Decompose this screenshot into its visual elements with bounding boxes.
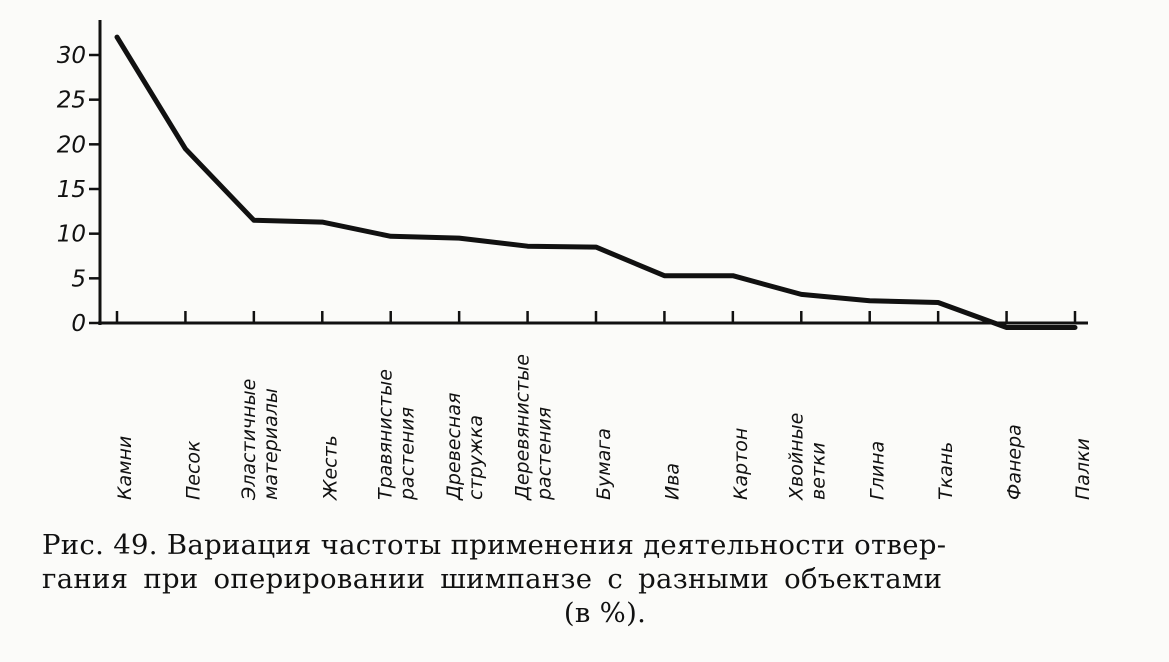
x-tick-label: Хвойные bbox=[785, 413, 807, 501]
line-chart: 0 5 10 15 20 25 30 Камни Песок Эластичные материа… bbox=[57, 20, 1094, 501]
x-tick-label: стружка bbox=[465, 415, 487, 500]
series-line bbox=[114, 34, 1078, 330]
x-tick-label: Эластичные bbox=[238, 379, 260, 501]
y-axis-ticks: 0 5 10 15 20 25 30 bbox=[57, 43, 100, 337]
x-tick-label: Фанера bbox=[1004, 424, 1026, 500]
x-tick-label: Палки bbox=[1072, 438, 1094, 500]
caption-line-3: (в %). bbox=[563, 597, 647, 629]
x-tick-label: Деревянистые bbox=[512, 354, 534, 501]
caption-line-2: гания при оперировании шимпанзе с разным… bbox=[42, 563, 943, 595]
x-tick-label: Ткань bbox=[935, 442, 957, 500]
y-tick-label: 30 bbox=[57, 43, 86, 69]
x-tick-label: ветки bbox=[807, 442, 829, 500]
x-tick-label: Картон bbox=[730, 428, 752, 500]
x-tick-label: материалы bbox=[260, 388, 282, 500]
x-tick-label: Травянистые bbox=[375, 369, 397, 500]
x-tick-label: растения bbox=[534, 407, 556, 501]
x-axis-ticks: Камни Песок Эластичные материалы Жесть Травян… bbox=[114, 311, 1094, 501]
y-tick-label: 25 bbox=[57, 88, 86, 114]
x-tick-label: Глина bbox=[867, 441, 889, 500]
y-tick-label: 15 bbox=[57, 177, 86, 203]
y-tick-label: 20 bbox=[57, 132, 86, 158]
y-tick-label: 5 bbox=[71, 266, 86, 292]
x-tick-label: Камни bbox=[114, 436, 136, 500]
caption-line-1: Рис. 49. Вариация частоты применения дея… bbox=[42, 529, 947, 561]
x-tick-label: Жесть bbox=[319, 435, 341, 501]
x-tick-label: Бумага bbox=[593, 428, 615, 500]
axes bbox=[98, 20, 1088, 325]
y-tick-label: 10 bbox=[57, 222, 86, 248]
figure-caption: Рис. 49. Вариация частоты применения дея… bbox=[30, 528, 1140, 630]
x-tick-label: растения bbox=[397, 407, 419, 501]
x-tick-label: Песок bbox=[182, 440, 204, 500]
y-tick-label: 0 bbox=[71, 311, 86, 337]
x-tick-label: Ива bbox=[661, 463, 683, 500]
x-tick-label: Древесная bbox=[443, 393, 465, 501]
